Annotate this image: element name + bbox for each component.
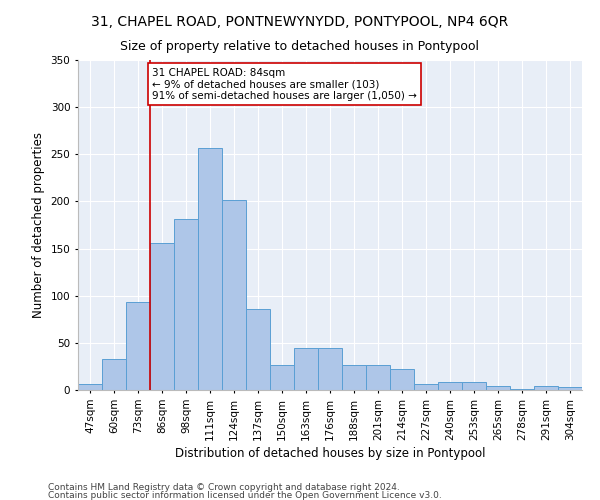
Bar	[126, 302, 150, 390]
Bar	[270, 364, 294, 390]
Bar	[102, 359, 126, 390]
Bar	[342, 364, 366, 390]
Bar	[222, 200, 246, 390]
Text: 31, CHAPEL ROAD, PONTNEWYNYDD, PONTYPOOL, NP4 6QR: 31, CHAPEL ROAD, PONTNEWYNYDD, PONTYPOOL…	[91, 15, 509, 29]
Bar	[150, 243, 174, 390]
Bar	[534, 386, 558, 390]
Bar	[318, 348, 342, 390]
Bar	[78, 384, 102, 390]
Bar	[366, 364, 390, 390]
Text: 31 CHAPEL ROAD: 84sqm
← 9% of detached houses are smaller (103)
91% of semi-deta: 31 CHAPEL ROAD: 84sqm ← 9% of detached h…	[152, 68, 417, 100]
Bar	[486, 386, 510, 390]
Text: Contains public sector information licensed under the Open Government Licence v3: Contains public sector information licen…	[48, 490, 442, 500]
Bar	[174, 220, 198, 390]
Y-axis label: Number of detached properties: Number of detached properties	[32, 132, 45, 318]
Bar	[390, 370, 414, 390]
Bar	[438, 382, 462, 390]
Bar	[246, 309, 270, 390]
Bar	[462, 382, 486, 390]
Bar	[558, 387, 582, 390]
Bar	[294, 348, 318, 390]
Text: Contains HM Land Registry data © Crown copyright and database right 2024.: Contains HM Land Registry data © Crown c…	[48, 483, 400, 492]
Bar	[414, 384, 438, 390]
Bar	[198, 148, 222, 390]
Text: Size of property relative to detached houses in Pontypool: Size of property relative to detached ho…	[121, 40, 479, 53]
Bar	[510, 389, 534, 390]
X-axis label: Distribution of detached houses by size in Pontypool: Distribution of detached houses by size …	[175, 446, 485, 460]
